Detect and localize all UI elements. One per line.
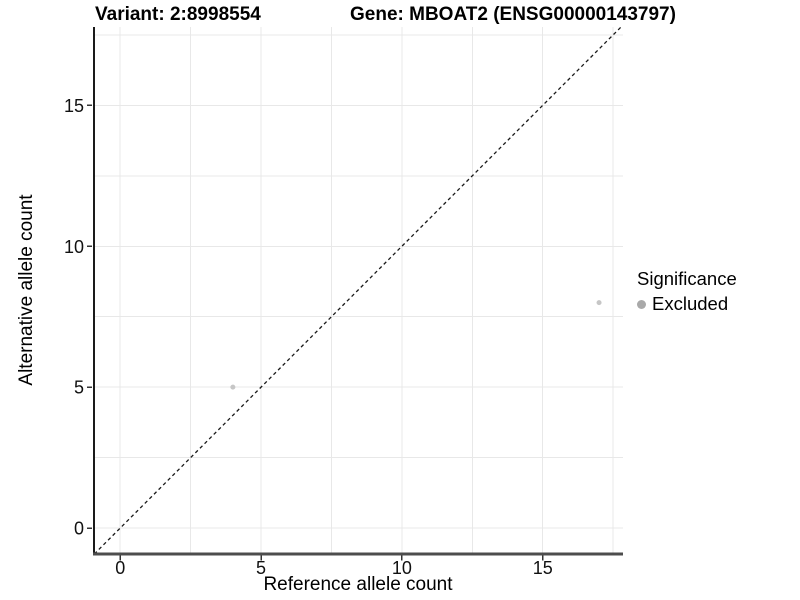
y-tick-label: 0 (74, 519, 84, 539)
x-tick-label: 5 (256, 558, 266, 578)
x-tick-label: 0 (115, 558, 125, 578)
y-tick-label: 5 (74, 378, 84, 398)
x-tick-label: 10 (392, 558, 412, 578)
y-tick-label: 15 (64, 96, 84, 116)
legend-item-excluded: Excluded (637, 293, 737, 315)
y-tick-label: 10 (64, 237, 84, 257)
identity-dashed-line (93, 26, 622, 555)
data-point (230, 384, 236, 390)
legend-item-label: Excluded (652, 293, 729, 314)
legend-point-icon (637, 299, 646, 309)
plot-title-gene: Gene: MBOAT2 (ENSG00000143797) (350, 4, 676, 25)
data-point (596, 300, 602, 306)
plot-title-variant: Variant: 2:8998554 (95, 4, 261, 25)
x-tick-label: 15 (533, 558, 553, 578)
legend: Significance Excluded (637, 268, 737, 315)
x-axis-title: Reference allele count (263, 574, 453, 595)
legend-title: Significance (637, 268, 737, 289)
y-axis-title: Alternative allele count (16, 194, 37, 386)
